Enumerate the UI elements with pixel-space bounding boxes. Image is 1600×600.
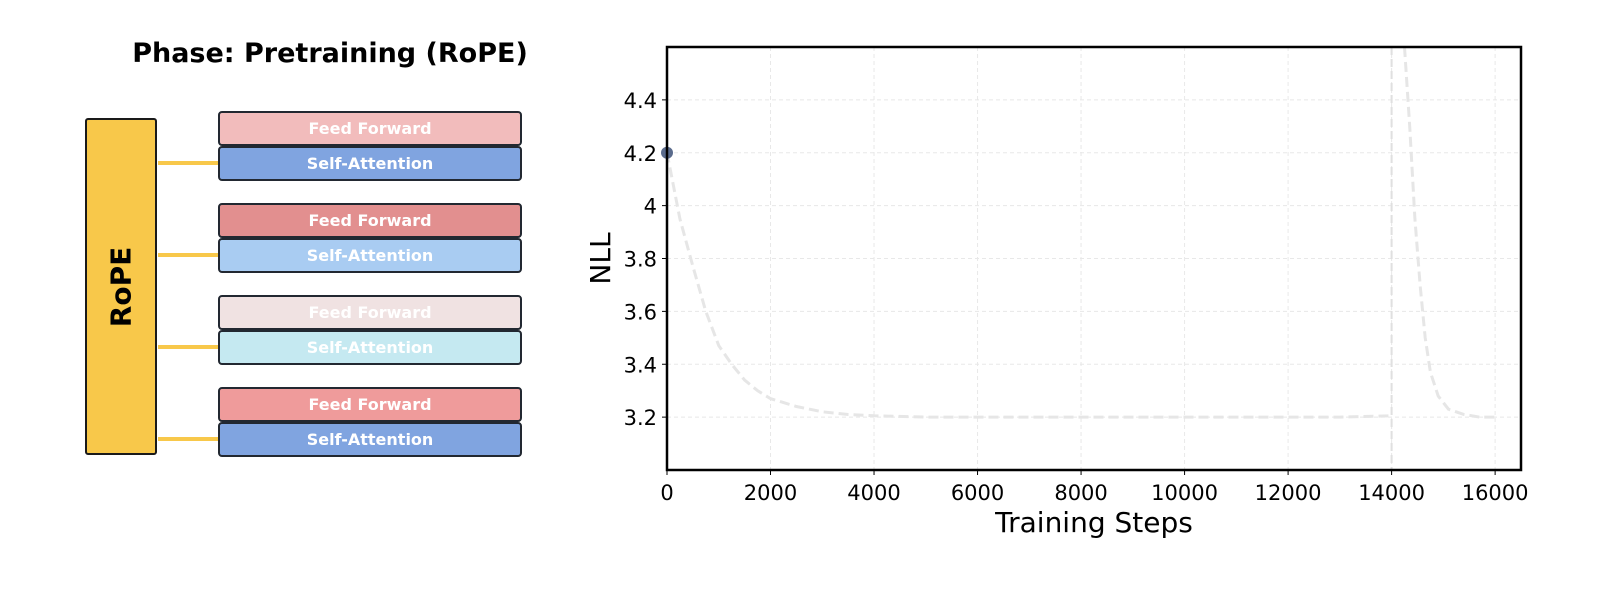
x-tick-label: 8000: [1054, 481, 1107, 505]
nll-series-line: [667, 152, 1392, 419]
y-tick-label: 4: [644, 195, 657, 219]
x-tick-label: 4000: [847, 481, 900, 505]
connector-line: [158, 345, 220, 349]
y-tick-label: 3.8: [624, 248, 657, 272]
self-attention-block: Self-Attention: [218, 238, 522, 273]
x-tick-label: 16000: [1462, 481, 1529, 505]
x-axis-label: Training Steps: [994, 506, 1193, 539]
feed-forward-block: Feed Forward: [218, 387, 522, 422]
rope-encoder-block: RoPE: [85, 118, 157, 455]
diagram-title: Phase: Pretraining (RoPE): [132, 38, 528, 69]
x-tick-label: 6000: [951, 481, 1004, 505]
feed-forward-block: Feed Forward: [218, 295, 522, 330]
y-axis-label: NLL: [584, 232, 617, 285]
y-tick-label: 4.4: [624, 89, 657, 113]
connector-line: [158, 437, 220, 441]
connector-line: [158, 161, 220, 165]
y-tick-label: 3.4: [624, 353, 657, 377]
self-attention-block: Self-Attention: [218, 422, 522, 457]
y-tick-label: 3.2: [624, 406, 657, 430]
self-attention-block: Self-Attention: [218, 146, 522, 181]
x-tick-label: 12000: [1255, 481, 1322, 505]
y-tick-label: 3.6: [624, 300, 657, 324]
y-tick-label: 4.2: [624, 142, 657, 166]
x-tick-label: 2000: [744, 481, 797, 505]
x-tick-label: 14000: [1358, 481, 1425, 505]
plot-frame: [665, 45, 1523, 472]
x-tick-label: 10000: [1151, 481, 1218, 505]
x-tick-label: 0: [660, 481, 673, 505]
connector-line: [158, 253, 220, 257]
self-attention-block: Self-Attention: [218, 330, 522, 365]
feed-forward-block: Feed Forward: [218, 203, 522, 238]
nll-series-line: [1403, 47, 1496, 419]
feed-forward-block: Feed Forward: [218, 111, 522, 146]
